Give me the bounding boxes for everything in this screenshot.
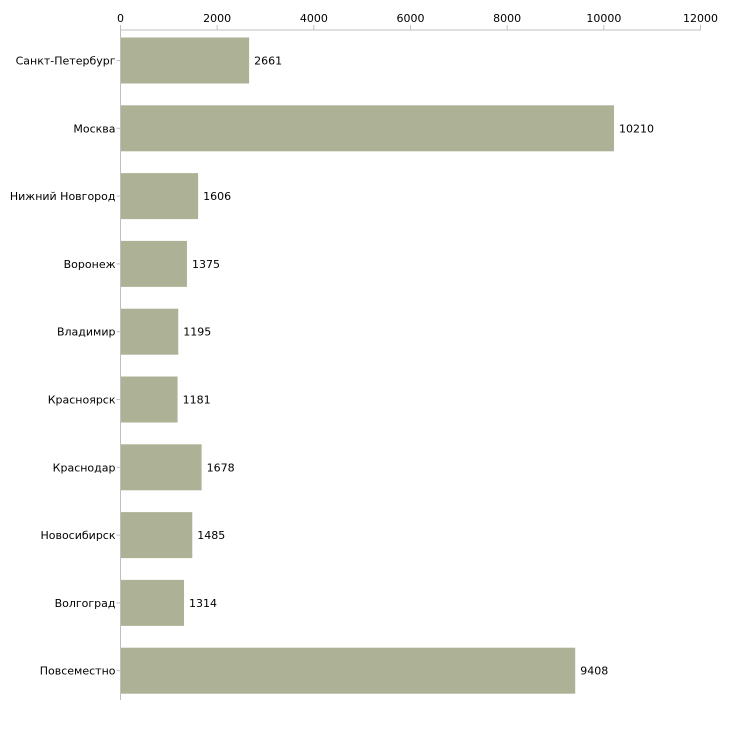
value-label: 1375 xyxy=(192,258,220,271)
x-axis: 0 2000 4000 6000 8000 10000 12000 xyxy=(117,12,718,31)
value-label: 9408 xyxy=(580,665,608,678)
bar xyxy=(120,308,179,355)
category-label: Красноярск xyxy=(48,394,116,407)
x-tick-label: 10000 xyxy=(586,12,621,25)
category-label: Москва xyxy=(73,122,115,135)
bars-group xyxy=(120,37,614,694)
x-tick-label: 6000 xyxy=(397,12,425,25)
bar xyxy=(120,173,199,220)
value-label: 1606 xyxy=(203,190,231,203)
value-label: 10210 xyxy=(619,122,654,135)
category-label: Санкт-Петербург xyxy=(16,55,116,68)
category-label: Краснодар xyxy=(53,461,116,474)
x-tick-label: 2000 xyxy=(203,12,231,25)
category-label: Воронеж xyxy=(64,258,116,271)
category-label: Владимир xyxy=(57,326,116,339)
bar xyxy=(120,105,614,152)
value-label: 1195 xyxy=(183,326,211,339)
category-label: Нижний Новгород xyxy=(10,190,116,203)
value-label: 1485 xyxy=(197,529,225,542)
x-tick-label: 0 xyxy=(117,12,124,25)
x-tick-label: 8000 xyxy=(493,12,521,25)
bar xyxy=(120,512,193,559)
category-labels-group: Санкт-Петербург Москва Нижний Новгород Воро… xyxy=(10,55,121,678)
bar xyxy=(120,37,250,84)
value-label: 1678 xyxy=(207,461,235,474)
value-label: 1314 xyxy=(189,597,217,610)
category-label: Новосибирск xyxy=(40,529,115,542)
bar xyxy=(120,444,202,491)
value-label: 2661 xyxy=(254,55,282,68)
bar xyxy=(120,647,576,694)
bar xyxy=(120,240,187,287)
category-label: Повсеместно xyxy=(40,665,116,678)
bar xyxy=(120,579,185,626)
x-tick-label: 12000 xyxy=(683,12,718,25)
x-tick-label: 4000 xyxy=(300,12,328,25)
bar xyxy=(120,376,178,423)
category-label: Волгоград xyxy=(55,597,116,610)
value-label: 1181 xyxy=(183,394,211,407)
value-labels-group: 2661 10210 1606 1375 1195 1181 1678 1485 1314 940… xyxy=(183,55,654,678)
